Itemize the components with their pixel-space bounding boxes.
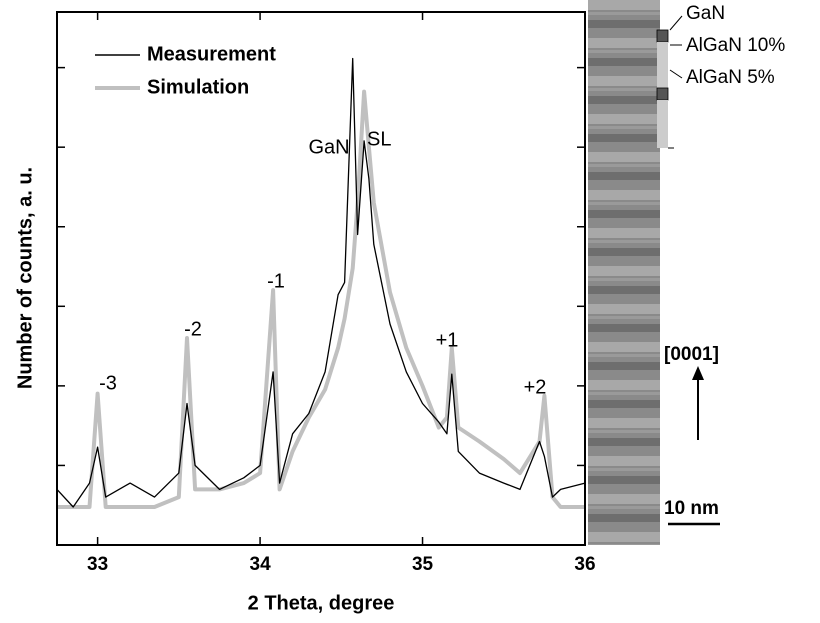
scale-bar-label: 10 nm — [664, 498, 719, 519]
direction-label: [0001] — [664, 344, 719, 365]
plot-frame — [56, 11, 586, 546]
layer-gan — [656, 29, 669, 43]
x-axis-title: 2 Theta, degree — [248, 592, 395, 614]
x-tick-label: 34 — [250, 554, 272, 575]
peak-label: +1 — [436, 329, 459, 351]
layer-algan — [657, 42, 668, 88]
peak-label: -2 — [184, 318, 202, 340]
layer-gan — [656, 87, 669, 101]
tem-image — [588, 0, 660, 545]
x-tick-label: 35 — [412, 554, 434, 575]
layer-algan — [657, 100, 668, 148]
legend-label: Simulation — [147, 76, 249, 98]
leader — [669, 69, 683, 79]
peak-label: -3 — [99, 372, 117, 394]
y-axis-title: Number of counts, a. u. — [14, 167, 36, 389]
layer-label: GaN — [686, 3, 725, 24]
layer-label: AlGaN 5% — [686, 67, 775, 88]
peak-label: SL — [367, 128, 391, 150]
peak-label: +2 — [524, 376, 547, 398]
leader — [669, 15, 683, 31]
peak-label: -1 — [267, 270, 285, 292]
peak-label: GaN — [308, 136, 349, 158]
x-tick-label: 33 — [87, 554, 108, 575]
legend-label: Measurement — [147, 43, 276, 65]
series-line — [56, 57, 586, 508]
layer-label: AlGaN 10% — [686, 35, 785, 56]
x-tick-label: 36 — [574, 554, 595, 575]
series-line — [57, 89, 585, 509]
arrow-head — [692, 366, 704, 380]
